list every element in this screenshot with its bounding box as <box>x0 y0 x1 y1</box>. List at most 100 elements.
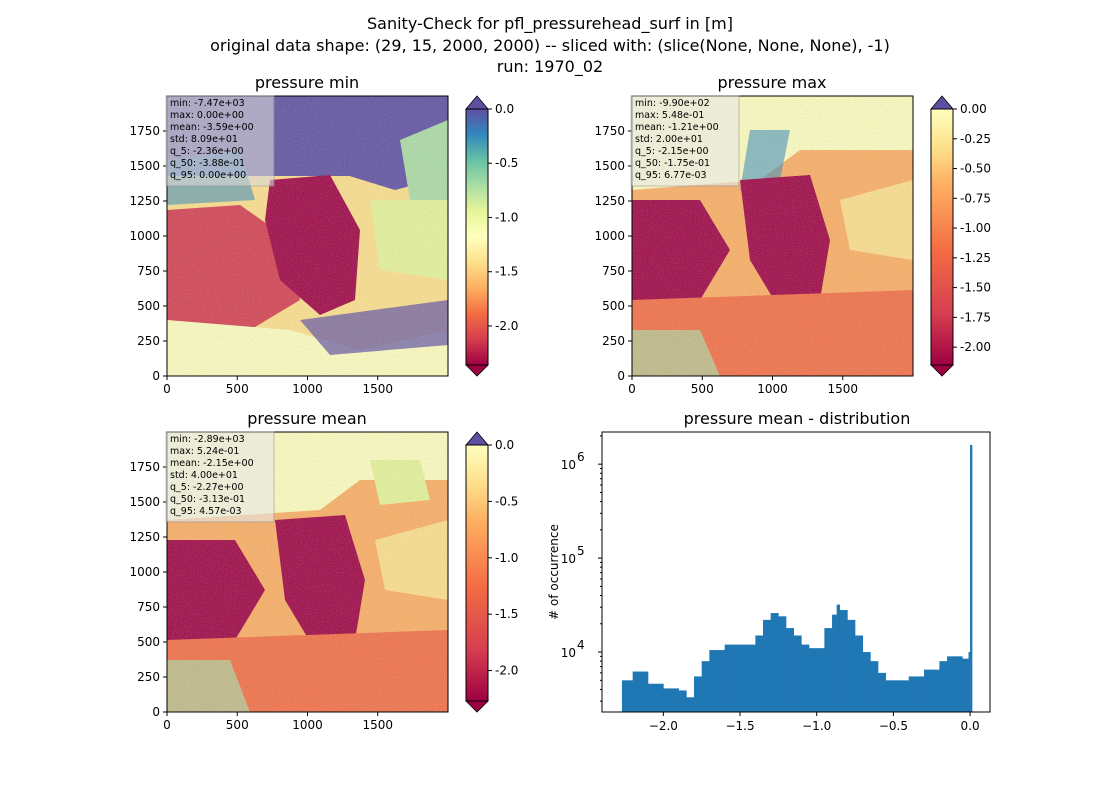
stat-min: min: -9.90e+02 <box>635 98 710 109</box>
stat-mean: mean: -2.15e+00 <box>170 458 254 469</box>
x-tick-label: 1500 <box>827 382 858 396</box>
colorbar-extend-bottom <box>465 364 489 377</box>
histogram-bar <box>870 661 879 712</box>
x-tick-label: 1500 <box>362 382 393 396</box>
panel-title: pressure min <box>255 73 359 92</box>
colorbar-tick-label: -1.0 <box>495 210 518 224</box>
x-tick-label: 1000 <box>292 382 323 396</box>
y-tick-label: 750 <box>137 264 160 278</box>
histogram-bar <box>954 656 963 712</box>
histogram-bar <box>885 680 894 712</box>
x-tick-label: 0 <box>163 718 171 732</box>
x-tick-label: 0 <box>163 382 171 396</box>
colorbar-tick-label: -0.75 <box>960 191 991 205</box>
histogram-bar <box>686 697 695 712</box>
y-tick-label: 0 <box>617 369 625 383</box>
x-tick-label: 500 <box>691 382 714 396</box>
stats-box: min: -7.47e+03 max: 0.00e+00 mean: -3.59… <box>165 95 275 187</box>
colorbar-tick-label: -0.50 <box>960 162 991 176</box>
y-tick-label: 10 <box>561 646 576 660</box>
stat-min: min: -7.47e+03 <box>170 98 245 109</box>
y-tick-label: 1250 <box>594 194 625 208</box>
histogram-bar <box>786 628 794 712</box>
histogram-bar <box>694 676 702 712</box>
stat-min: min: -2.89e+03 <box>170 434 245 445</box>
colorbar-ticks: 0.0 -0.5 -1.0 -1.5 -2.0 <box>488 102 518 333</box>
colorbar-tick-label: -2.0 <box>495 319 518 333</box>
stat-q5: q_5: -2.36e+00 <box>170 146 244 157</box>
x-tick-label: 0.0 <box>961 719 980 733</box>
colorbar: 0.0 -0.5 -1.0 -1.5 -2.0 <box>465 95 518 377</box>
histogram-bar <box>924 669 940 712</box>
y-tick-label: 500 <box>137 635 160 649</box>
colorbar-ticks: 0.0 -0.5 -1.0 -1.5 -2.0 <box>488 438 518 678</box>
histogram-bar <box>862 652 871 712</box>
colorbar-gradient <box>466 109 488 365</box>
x-tick-label: −1.5 <box>725 719 754 733</box>
histogram-bar <box>970 444 973 712</box>
y-tick-label: 0 <box>152 369 160 383</box>
stat-q50: q_50: -3.88e-01 <box>170 158 245 169</box>
y-tick-label: 500 <box>137 299 160 313</box>
colorbar-extend-top <box>930 95 954 110</box>
histogram-bar <box>678 690 687 712</box>
histogram-bar <box>908 676 925 712</box>
colorbar-tick-label: -2.0 <box>495 664 518 678</box>
histogram-bar <box>648 683 664 712</box>
colorbar-extend-top <box>465 431 489 446</box>
colorbar-extend-bottom <box>465 700 489 713</box>
histogram-bar <box>816 648 825 712</box>
x-axis: −2.0 −1.5 −1.0 −0.5 0.0 <box>649 712 980 733</box>
y-tick-exponent: 4 <box>577 638 585 652</box>
stat-q5: q_5: -2.27e+00 <box>170 482 244 493</box>
panel-title: pressure mean <box>247 409 367 428</box>
stats-box: min: -2.89e+03 max: 5.24e-01 mean: -2.15… <box>165 431 275 523</box>
histogram-bar <box>962 658 969 712</box>
x-tick-label: 1000 <box>757 382 788 396</box>
colorbar-tick-label: -1.5 <box>495 265 518 279</box>
figure-title-line-1: Sanity-Check for pfl_pressurehead_surf i… <box>367 14 733 34</box>
plot-frame <box>601 431 991 713</box>
x-tick-label: 500 <box>226 718 249 732</box>
histogram-bar <box>801 644 810 712</box>
stat-q50: q_50: -1.75e-01 <box>635 158 710 169</box>
y-axis-label: # of occurrence <box>547 524 561 620</box>
colorbar: 0.0 -0.5 -1.0 -1.5 -2.0 <box>465 431 518 713</box>
colorbar-tick-label: -0.5 <box>495 156 518 170</box>
histogram-bar <box>893 680 910 712</box>
histogram-bar <box>878 672 887 712</box>
histogram-bar <box>709 650 725 712</box>
histogram-bar <box>839 610 848 712</box>
x-axis: 0 500 1000 1500 <box>628 376 858 396</box>
y-tick-label: 10 <box>561 552 576 566</box>
y-tick-label: 1500 <box>594 159 625 173</box>
y-tick-label: 1500 <box>129 495 160 509</box>
heatmap-image <box>167 432 448 712</box>
panel-pressure-max: pressure max 02505007501000125015001750 … <box>594 73 991 396</box>
y-tick-label: 1000 <box>594 229 625 243</box>
histogram-bar <box>770 613 779 712</box>
y-tick-label: 0 <box>152 705 160 719</box>
y-tick-label: 10 <box>561 458 576 472</box>
histogram-bar <box>632 671 649 712</box>
stat-q95: q_95: 6.77e-03 <box>635 170 707 181</box>
panel-distribution: pressure mean - distribution −2.0 −1.5 −1.… <box>547 409 991 733</box>
panel-pressure-min: pressure min 02505007501000125015001750 … <box>129 73 518 396</box>
colorbar-tick-label: -0.25 <box>960 132 991 146</box>
y-tick-label: 750 <box>137 600 160 614</box>
colorbar: 0.00 -0.25 -0.50 -0.75 -1.00 -1.25 -1.50 -1.75 -… <box>930 95 991 377</box>
y-tick-label: 1750 <box>129 460 160 474</box>
colorbar-tick-label: -1.25 <box>960 251 991 265</box>
x-tick-label: −1.0 <box>802 719 831 733</box>
y-tick-label: 1000 <box>129 565 160 579</box>
colorbar-tick-label: -0.5 <box>495 494 518 508</box>
histogram-bar <box>847 619 856 712</box>
histogram-bar <box>824 628 833 712</box>
y-tick-label: 1000 <box>129 229 160 243</box>
colorbar-tick-label: 0.0 <box>495 438 514 452</box>
colorbar-tick-label: -1.0 <box>495 551 518 565</box>
histogram-bar <box>763 619 771 712</box>
y-tick-label: 1500 <box>129 159 160 173</box>
stat-q95: q_95: 0.00e+00 <box>170 170 246 181</box>
